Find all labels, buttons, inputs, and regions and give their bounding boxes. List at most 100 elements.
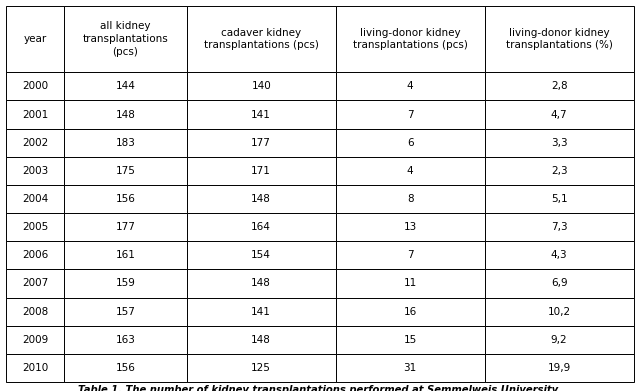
- Text: 148: 148: [116, 109, 136, 120]
- Text: 163: 163: [116, 335, 136, 345]
- Text: 8: 8: [407, 194, 413, 204]
- Text: 159: 159: [116, 278, 136, 289]
- Bar: [336, 354, 484, 382]
- Bar: [484, 354, 634, 382]
- Text: 2004: 2004: [22, 194, 49, 204]
- Text: 157: 157: [116, 307, 136, 317]
- Bar: [64, 269, 187, 298]
- Text: 177: 177: [252, 138, 271, 148]
- Text: 183: 183: [116, 138, 136, 148]
- Bar: [484, 241, 634, 269]
- Text: living-donor kidney
transplantations (pcs): living-donor kidney transplantations (pc…: [353, 28, 468, 50]
- Text: 2008: 2008: [22, 307, 49, 317]
- Text: living-donor kidney
transplantations (%): living-donor kidney transplantations (%): [506, 28, 612, 50]
- Bar: [6, 100, 64, 129]
- Text: 141: 141: [252, 109, 271, 120]
- Bar: [336, 129, 484, 157]
- Text: 13: 13: [404, 222, 417, 232]
- Bar: [6, 298, 64, 326]
- Bar: [187, 326, 336, 354]
- Text: 125: 125: [252, 363, 271, 373]
- Bar: [484, 100, 634, 129]
- Text: 161: 161: [116, 250, 136, 260]
- Bar: [484, 298, 634, 326]
- Text: 2007: 2007: [22, 278, 49, 289]
- Bar: [6, 185, 64, 213]
- Bar: [336, 6, 484, 72]
- Text: 148: 148: [252, 335, 271, 345]
- Bar: [6, 241, 64, 269]
- Text: 2010: 2010: [22, 363, 49, 373]
- Bar: [484, 269, 634, 298]
- Bar: [187, 185, 336, 213]
- Bar: [6, 72, 64, 100]
- Bar: [187, 157, 336, 185]
- Bar: [6, 6, 64, 72]
- Bar: [187, 72, 336, 100]
- Bar: [64, 326, 187, 354]
- Bar: [64, 157, 187, 185]
- Bar: [64, 100, 187, 129]
- Text: 6,9: 6,9: [551, 278, 568, 289]
- Bar: [6, 157, 64, 185]
- Text: Table 1. The number of kidney transplantations performed at Semmelweis Universit: Table 1. The number of kidney transplant…: [79, 385, 561, 391]
- Bar: [6, 213, 64, 241]
- Text: 9,2: 9,2: [551, 335, 568, 345]
- Text: 4: 4: [407, 166, 413, 176]
- Bar: [187, 298, 336, 326]
- Text: 4,7: 4,7: [551, 109, 568, 120]
- Text: 154: 154: [252, 250, 271, 260]
- Text: 2,8: 2,8: [551, 81, 568, 91]
- Text: 16: 16: [404, 307, 417, 317]
- Text: 6: 6: [407, 138, 413, 148]
- Bar: [64, 241, 187, 269]
- Bar: [6, 269, 64, 298]
- Text: 140: 140: [252, 81, 271, 91]
- Bar: [336, 326, 484, 354]
- Text: year: year: [24, 34, 47, 44]
- Text: 2006: 2006: [22, 250, 49, 260]
- Bar: [336, 185, 484, 213]
- Bar: [484, 72, 634, 100]
- Text: 5,1: 5,1: [551, 194, 568, 204]
- Text: 2003: 2003: [22, 166, 49, 176]
- Text: cadaver kidney
transplantations (pcs): cadaver kidney transplantations (pcs): [204, 28, 319, 50]
- Bar: [64, 185, 187, 213]
- Text: 148: 148: [252, 194, 271, 204]
- Text: 2005: 2005: [22, 222, 49, 232]
- Bar: [187, 100, 336, 129]
- Bar: [484, 6, 634, 72]
- Bar: [187, 129, 336, 157]
- Text: 2,3: 2,3: [551, 166, 568, 176]
- Bar: [6, 354, 64, 382]
- Text: 10,2: 10,2: [548, 307, 571, 317]
- Bar: [187, 6, 336, 72]
- Bar: [484, 185, 634, 213]
- Bar: [64, 129, 187, 157]
- Text: 141: 141: [252, 307, 271, 317]
- Text: 4,3: 4,3: [551, 250, 568, 260]
- Text: 7: 7: [407, 250, 413, 260]
- Bar: [64, 298, 187, 326]
- Text: 11: 11: [404, 278, 417, 289]
- Bar: [484, 157, 634, 185]
- Text: 31: 31: [404, 363, 417, 373]
- Text: 2009: 2009: [22, 335, 49, 345]
- Bar: [6, 129, 64, 157]
- Bar: [336, 269, 484, 298]
- Text: 2002: 2002: [22, 138, 49, 148]
- Text: all kidney
transplantations
(pcs): all kidney transplantations (pcs): [83, 21, 168, 57]
- Bar: [64, 354, 187, 382]
- Bar: [336, 100, 484, 129]
- Bar: [336, 72, 484, 100]
- Text: 2001: 2001: [22, 109, 49, 120]
- Text: 156: 156: [116, 194, 136, 204]
- Bar: [64, 213, 187, 241]
- Text: 175: 175: [116, 166, 136, 176]
- Text: 177: 177: [116, 222, 136, 232]
- Bar: [336, 213, 484, 241]
- Text: 3,3: 3,3: [551, 138, 568, 148]
- Text: 4: 4: [407, 81, 413, 91]
- Text: 2000: 2000: [22, 81, 49, 91]
- Bar: [187, 269, 336, 298]
